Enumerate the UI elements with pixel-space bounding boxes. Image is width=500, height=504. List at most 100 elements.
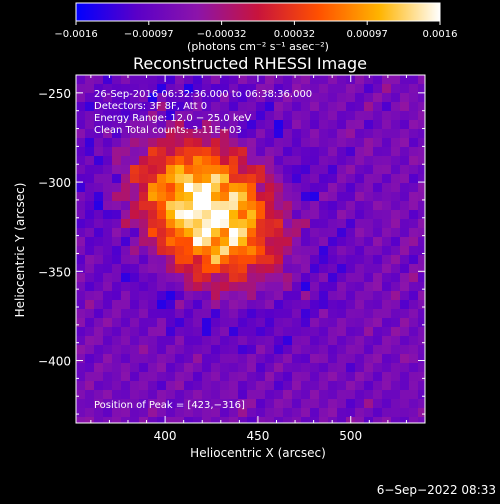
heatmap-cell [337, 228, 347, 238]
heatmap-cell [85, 345, 95, 355]
heatmap-cell [319, 210, 329, 220]
heatmap-cell [85, 408, 95, 418]
heatmap-cell [139, 183, 149, 193]
annotation-line: 26-Sep-2016 06:32:36.000 to 06:38:36.000 [94, 89, 312, 100]
heatmap-cell [409, 417, 419, 423]
heatmap-cell [94, 147, 104, 157]
heatmap-cell [202, 300, 212, 310]
heatmap-cell [391, 408, 401, 418]
heatmap-cell [94, 246, 104, 256]
heatmap-cell [148, 111, 158, 121]
heatmap-cell [229, 273, 239, 283]
heatmap-cell [166, 165, 176, 175]
heatmap-cell [229, 84, 239, 94]
heatmap-cell [157, 210, 167, 220]
heatmap-cell [238, 93, 248, 103]
heatmap-cell [112, 201, 122, 211]
heatmap-cell [94, 165, 104, 175]
heatmap-cell [364, 399, 374, 409]
heatmap-cell [76, 417, 86, 423]
heatmap-cell [76, 84, 86, 94]
heatmap-cell [391, 156, 401, 166]
heatmap-cell [94, 273, 104, 283]
heatmap-cell [364, 282, 374, 292]
heatmap-cell [193, 390, 203, 400]
heatmap-cell [355, 291, 365, 301]
heatmap-cell [301, 246, 311, 256]
heatmap-cell [409, 93, 419, 103]
heatmap-cell [130, 381, 140, 391]
heatmap-cell [319, 345, 329, 355]
heatmap-cell [94, 300, 104, 310]
heatmap-cell [364, 93, 374, 103]
heatmap-cell [418, 336, 425, 346]
heatmap-cell [265, 309, 275, 319]
heatmap-cell [292, 381, 302, 391]
heatmap-cell [301, 291, 311, 301]
heatmap-cell [319, 156, 329, 166]
heatmap-cell [409, 354, 419, 364]
heatmap-cell [112, 300, 122, 310]
heatmap-cell [193, 282, 203, 292]
heatmap-cell [157, 354, 167, 364]
heatmap-cell [319, 408, 329, 418]
heatmap-cell [157, 156, 167, 166]
heatmap-cell [166, 219, 176, 229]
heatmap-cell [364, 84, 374, 94]
heatmap-cell [175, 192, 185, 202]
heatmap-cell [202, 84, 212, 94]
heatmap-cell [202, 147, 212, 157]
heatmap-cell [157, 147, 167, 157]
heatmap-cell [274, 417, 284, 423]
heatmap-cell [157, 93, 167, 103]
heatmap-cell [364, 174, 374, 184]
heatmap-cell [76, 138, 86, 148]
heatmap-cell [85, 237, 95, 247]
heatmap-cell [328, 84, 338, 94]
heatmap-cell [112, 111, 122, 121]
y-tick-label: −400 [38, 355, 71, 369]
heatmap-cell [283, 282, 293, 292]
heatmap-cell [157, 399, 167, 409]
heatmap-cell [247, 282, 257, 292]
y-tick-label: −300 [38, 176, 71, 190]
heatmap-cell [166, 192, 176, 202]
peak-position-label: Position of Peak = [423,−316] [94, 400, 245, 411]
heatmap-cell [310, 120, 320, 130]
heatmap-cell [130, 255, 140, 265]
heatmap-cell [238, 219, 248, 229]
heatmap-cell [121, 228, 131, 238]
heatmap-cell [373, 354, 383, 364]
heatmap-cell [373, 408, 383, 418]
heatmap-cell [121, 138, 131, 148]
heatmap-cell [103, 201, 113, 211]
heatmap-cell [382, 354, 392, 364]
heatmap-cell [382, 129, 392, 139]
heatmap-cell [220, 408, 230, 418]
heatmap-cell [94, 129, 104, 139]
heatmap-cell [94, 174, 104, 184]
heatmap-cell [112, 102, 122, 112]
heatmap-cell [220, 282, 230, 292]
heatmap-cell [355, 309, 365, 319]
heatmap-cell [193, 138, 203, 148]
heatmap-cell [265, 165, 275, 175]
heatmap-cell [166, 363, 176, 373]
heatmap-cell [301, 147, 311, 157]
heatmap-cell [148, 237, 158, 247]
heatmap-cell [319, 399, 329, 409]
heatmap-cell [157, 201, 167, 211]
heatmap-cell [121, 264, 131, 274]
heatmap-cell [139, 138, 149, 148]
heatmap-cell [247, 102, 257, 112]
heatmap-cell [283, 174, 293, 184]
plot-frame [75, 74, 426, 424]
heatmap-cell [76, 210, 86, 220]
heatmap-cell [130, 390, 140, 400]
heatmap-cell [310, 156, 320, 166]
heatmap-cell [193, 192, 203, 202]
heatmap-cell [184, 147, 194, 157]
heatmap-cell [238, 399, 248, 409]
heatmap-cell [193, 372, 203, 382]
heatmap-cell [220, 273, 230, 283]
